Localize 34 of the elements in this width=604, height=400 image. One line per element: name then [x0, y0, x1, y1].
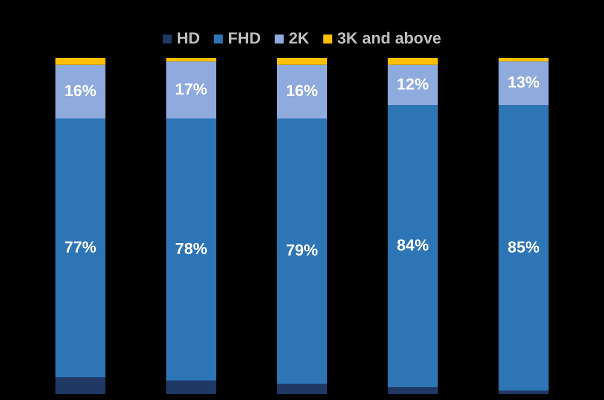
data-label: 77% [64, 239, 96, 256]
data-label: 13% [508, 74, 540, 92]
data-label: 16% [64, 83, 96, 100]
bar [498, 105, 549, 391]
data-label: 17% [175, 81, 208, 98]
data-label: 78% [175, 241, 208, 258]
bar [166, 118, 216, 381]
bar [55, 118, 106, 378]
bar [166, 380, 216, 394]
data-label: 12% [396, 76, 429, 94]
data-label: 16% [286, 83, 318, 100]
bar [277, 118, 327, 384]
bar [388, 387, 438, 394]
bar [498, 61, 549, 106]
bar [55, 64, 106, 118]
bar [277, 58, 327, 65]
data-label: 85% [508, 239, 540, 256]
bar [277, 384, 327, 394]
bar [498, 58, 549, 62]
legend-label: 2K [288, 30, 310, 48]
legend-label: FHD [228, 30, 261, 48]
bar [55, 58, 106, 65]
bar [388, 64, 438, 106]
bar [55, 377, 106, 394]
data-label: 84% [396, 238, 429, 255]
bar [498, 390, 549, 394]
bar [166, 58, 216, 62]
bar [166, 61, 216, 118]
data-label: 79% [286, 242, 318, 260]
bar [388, 105, 438, 388]
bar [277, 64, 327, 118]
legend-label: HD [176, 30, 200, 48]
legend-label: 3K and above [337, 30, 442, 48]
bar [388, 58, 438, 65]
